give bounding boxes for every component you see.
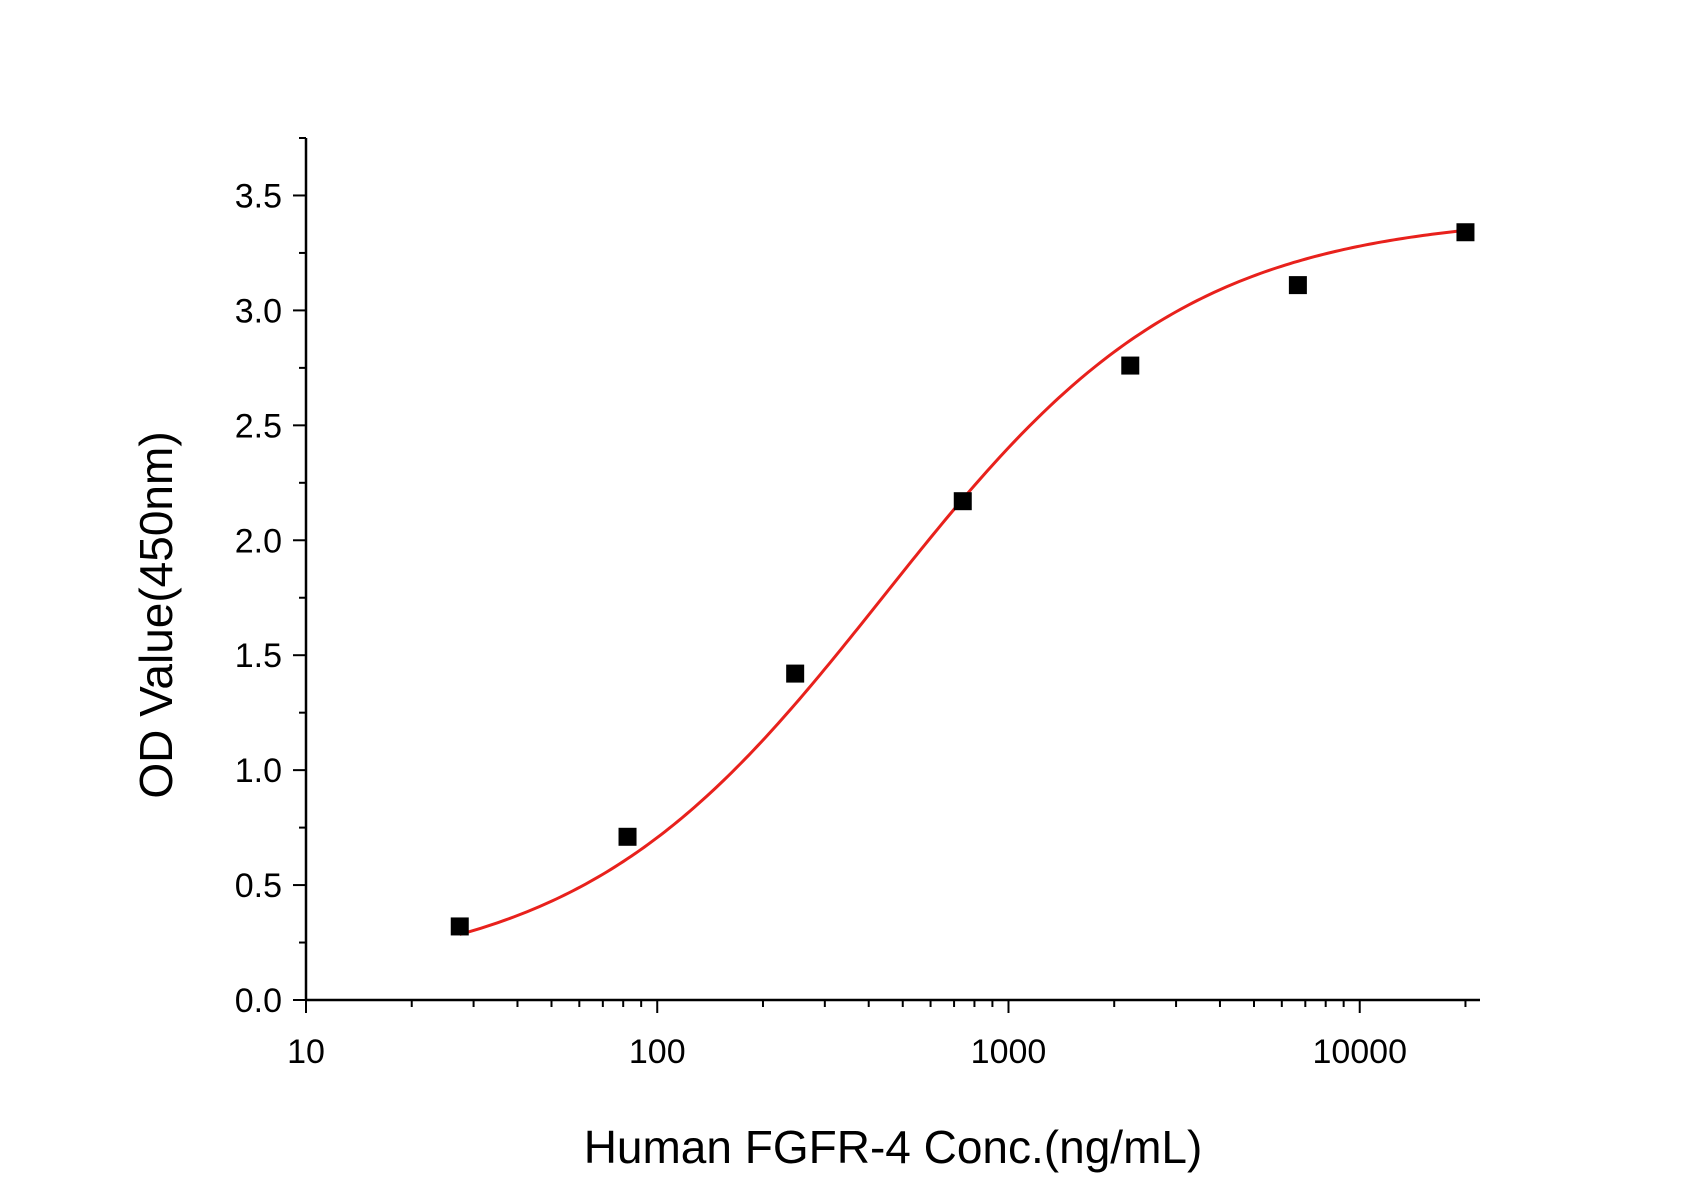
data-point <box>1288 276 1307 295</box>
y-tick-label: 1.0 <box>235 752 282 790</box>
x-tick-label: 100 <box>629 1033 686 1071</box>
y-tick-label: 0.0 <box>235 982 282 1020</box>
data-points <box>450 223 1475 936</box>
fit-curve <box>459 228 1466 936</box>
data-point <box>450 917 469 936</box>
x-tick-label: 10 <box>287 1033 325 1071</box>
x-axis: 10 100 1000 10000 <box>287 998 1480 1071</box>
x-tick-label: 10000 <box>1312 1033 1407 1071</box>
y-axis: 0.0 0.5 1.0 1.5 2.0 2.5 3.0 3.5 <box>235 137 308 1020</box>
y-tick-label: 3.0 <box>235 292 282 330</box>
y-axis-title: OD Value(450nm) <box>130 431 182 798</box>
y-tick-label: 0.5 <box>235 867 282 905</box>
data-point <box>786 664 805 683</box>
data-point <box>618 827 637 846</box>
y-tick-label: 2.0 <box>235 522 282 560</box>
x-tick-label: 1000 <box>971 1033 1047 1071</box>
data-point <box>953 492 972 511</box>
y-tick-label: 1.5 <box>235 637 282 675</box>
data-point <box>1121 356 1140 375</box>
data-point <box>1456 223 1475 242</box>
y-tick-label: 2.5 <box>235 407 282 445</box>
x-axis-title: Human FGFR-4 Conc.(ng/mL) <box>584 1121 1203 1173</box>
y-tick-label: 3.5 <box>235 177 282 215</box>
